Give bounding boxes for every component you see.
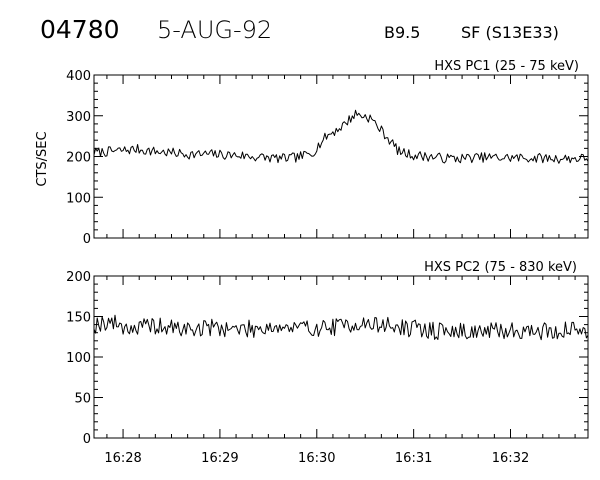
ytick-label: 400 [66,69,91,84]
goes-class: B9.5 [384,23,420,42]
ytick-label: 100 [66,351,91,366]
panel-pc1-xticks [106,75,576,238]
ytick-label: 200 [66,151,91,166]
panel-pc2-title: HXS PC2 (75 - 830 keV) [424,260,577,275]
panel-pc1: HXS PC1 (25 - 75 keV) CTS/SEC 0 100 200 300… [35,59,589,247]
xtick-label: 16:30 [298,451,335,466]
xtick-label: 16:28 [104,451,141,466]
ytick-label: 0 [83,232,91,247]
panel-pc2-xticks [106,276,576,438]
event-date: 5-AUG-92 [157,16,272,44]
panel-pc2: HXS PC2 (75 - 830 keV) 0 50 100 150 200 16:2… [66,260,589,466]
ytick-label: 200 [66,270,91,285]
panel-pc2-xlabels: 16:28 16:29 16:30 16:31 16:32 [104,451,529,466]
flare-location: SF (S13E33) [461,23,559,42]
ytick-label: 50 [74,392,91,407]
panel-pc2-frame [93,275,589,439]
panel-pc2-yticks: 0 50 100 150 200 [66,270,588,447]
xtick-label: 16:31 [395,451,432,466]
ytick-label: 0 [83,432,91,447]
ytick-label: 150 [66,311,91,326]
panel-pc1-title: HXS PC1 (25 - 75 keV) [434,59,579,74]
ytick-label: 300 [66,110,91,125]
xtick-label: 16:29 [201,451,238,466]
panel-pc1-ylabel: CTS/SEC [35,131,50,186]
panel-pc1-frame [93,74,589,239]
xtick-label: 16:32 [492,451,529,466]
panel-pc2-trace [93,314,589,341]
panel-pc1-yticks: 0 100 200 300 400 [66,69,588,247]
panel-pc1-trace [93,109,589,164]
ytick-label: 100 [66,191,91,206]
event-number: 04780 [40,15,120,44]
